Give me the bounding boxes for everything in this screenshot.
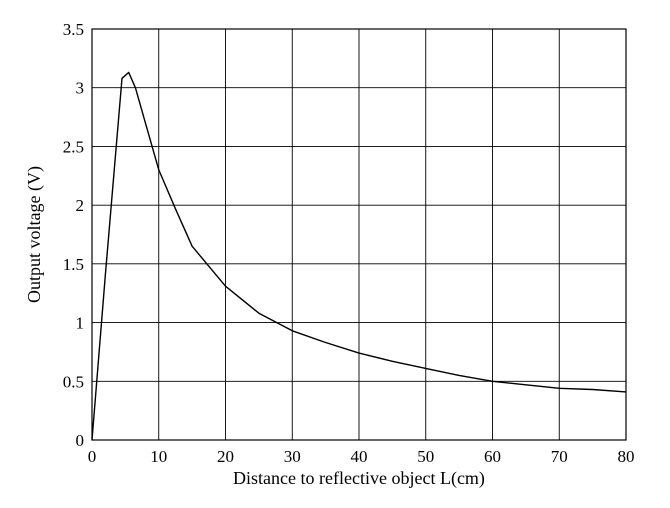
x-tick-label: 20	[217, 447, 234, 466]
voltage-curve	[91, 71, 627, 441]
x-tick-label: 0	[88, 447, 97, 466]
y-tick-label: 2.5	[63, 137, 84, 156]
y-axis-ticks: 0 0.5 1 1.5 2 2.5 3 3.5	[63, 20, 84, 450]
grid	[92, 29, 626, 440]
y-axis-title: Output voltage (V)	[24, 166, 45, 303]
y-tick-label: 0	[76, 431, 85, 450]
x-tick-label: 60	[484, 447, 501, 466]
y-tick-label: 1	[76, 314, 85, 333]
x-axis-ticks: 0 10 20 30 40 50 60 70 80	[88, 447, 635, 466]
x-tick-label: 70	[551, 447, 568, 466]
x-axis-title: Distance to reflective object L(cm)	[233, 468, 485, 489]
x-tick-label: 30	[284, 447, 301, 466]
plot-frame	[91, 28, 627, 441]
y-tick-label: 2	[76, 196, 85, 215]
y-tick-label: 1.5	[63, 255, 84, 274]
x-tick-label: 50	[417, 447, 434, 466]
x-tick-label: 40	[351, 447, 368, 466]
y-tick-label: 3.5	[63, 20, 84, 39]
x-tick-label: 80	[618, 447, 635, 466]
y-tick-label: 3	[76, 79, 85, 98]
x-tick-label: 10	[150, 447, 167, 466]
y-tick-label: 0.5	[63, 372, 84, 391]
